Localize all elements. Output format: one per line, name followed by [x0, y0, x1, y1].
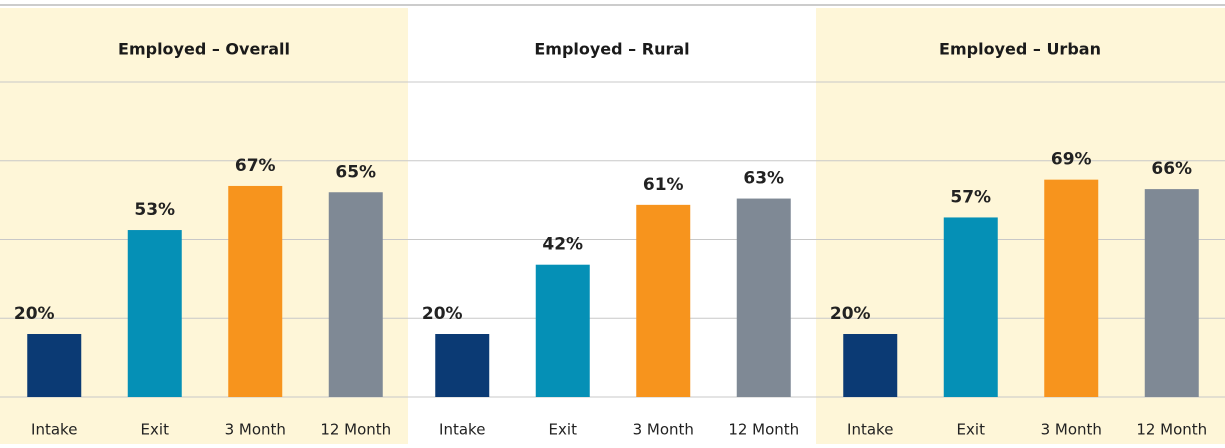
x-tick-label: Intake — [847, 421, 893, 439]
x-tick-label: Exit — [549, 421, 578, 439]
panel-title: Employed – Rural — [534, 40, 689, 59]
x-tick-label: 12 Month — [728, 421, 799, 439]
bar — [636, 204, 691, 397]
value-label: 66% — [1151, 159, 1192, 179]
panel-title: Employed – Urban — [939, 40, 1101, 59]
value-label: 20% — [14, 304, 55, 324]
bar — [1044, 179, 1099, 397]
value-label: 57% — [950, 187, 991, 207]
bar — [435, 334, 490, 397]
x-tick-label: 12 Month — [320, 421, 391, 439]
bar — [127, 230, 182, 397]
value-label: 20% — [830, 304, 871, 324]
value-label: 67% — [235, 156, 276, 176]
value-label: 53% — [134, 200, 175, 220]
x-tick-label: 3 Month — [225, 421, 286, 439]
x-tick-label: Exit — [957, 421, 986, 439]
x-tick-label: Intake — [31, 421, 77, 439]
value-label: 20% — [422, 304, 463, 324]
value-label: 65% — [335, 162, 376, 182]
x-tick-label: 12 Month — [1136, 421, 1207, 439]
value-label: 61% — [643, 175, 684, 195]
x-tick-label: 3 Month — [633, 421, 694, 439]
bar — [27, 334, 82, 397]
bar — [843, 334, 898, 397]
value-label: 42% — [542, 235, 583, 255]
panel-title: Employed – Overall — [118, 40, 290, 59]
bar — [736, 198, 791, 397]
bar — [228, 185, 283, 397]
value-label: 63% — [743, 169, 784, 189]
x-tick-label: 3 Month — [1041, 421, 1102, 439]
x-tick-label: Intake — [439, 421, 485, 439]
x-tick-label: Exit — [141, 421, 170, 439]
bar — [1144, 189, 1199, 397]
bar — [535, 264, 590, 397]
bar — [328, 192, 383, 397]
value-label: 69% — [1051, 150, 1092, 170]
bar — [943, 217, 998, 397]
